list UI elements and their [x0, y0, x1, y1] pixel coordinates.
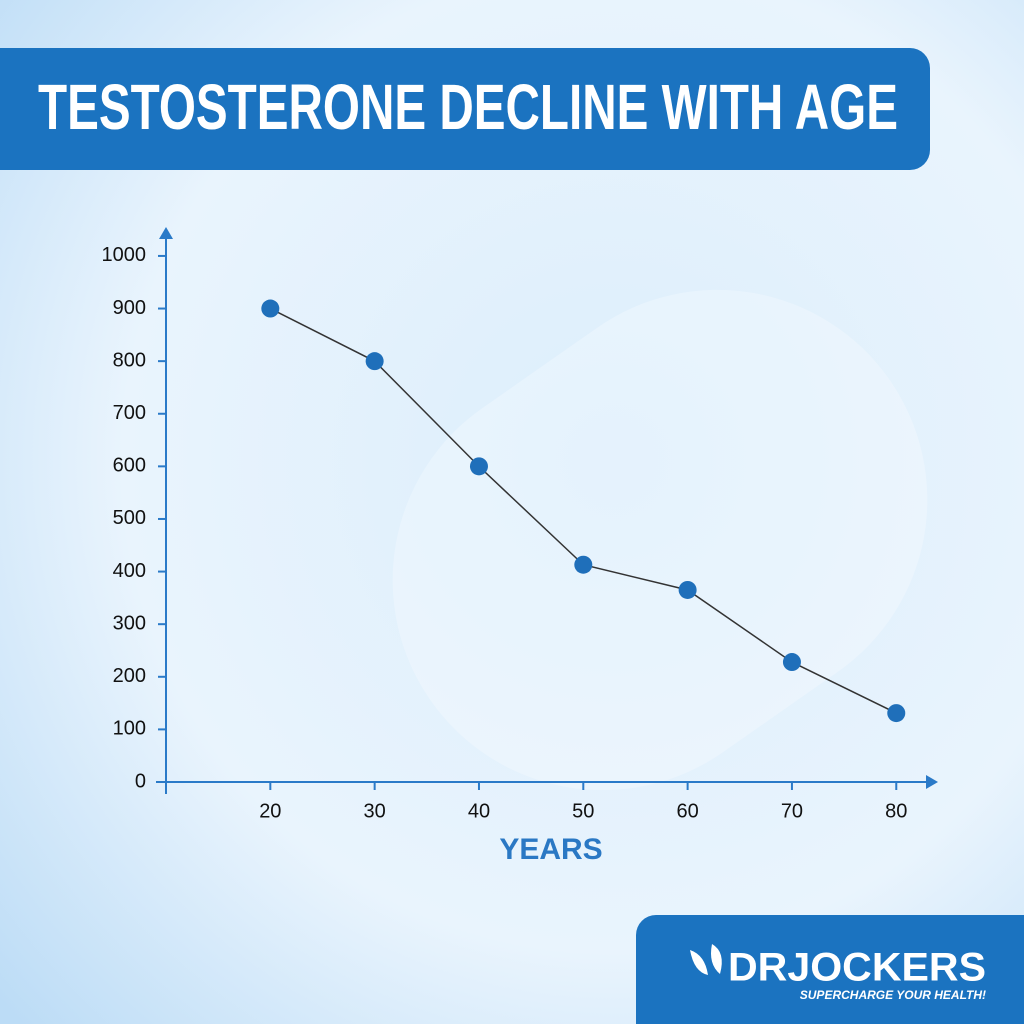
data-point: [678, 580, 697, 599]
title-banner: [0, 48, 930, 170]
plot: 0 100 200 300 400 500 600 700 800 900 1000 20 30 40 50…: [102, 227, 938, 822]
y-tick-label: 800: [113, 349, 146, 371]
y-tick-label: 600: [113, 455, 146, 477]
y-tick-label: 400: [113, 560, 146, 582]
x-axis-label: YEARS: [499, 833, 602, 866]
x-tick-label: 80: [885, 800, 907, 822]
y-tick-label: 100: [113, 718, 146, 740]
x-tick-label: 20: [259, 800, 281, 822]
x-tick-label: 30: [364, 800, 386, 822]
logo-box: [636, 915, 1024, 1024]
brand-name: DRJOCKERS: [728, 946, 986, 990]
data-point: [469, 457, 488, 476]
brand-tagline: SUPERCHARGE YOUR HEALTH!: [800, 988, 986, 1002]
x-tick-label: 50: [572, 800, 594, 822]
x-tick-label: 40: [468, 800, 490, 822]
y-axis-arrow: [159, 227, 173, 239]
x-tick-label: 60: [676, 800, 698, 822]
logo-icon: [690, 944, 722, 975]
y-tick-label: 700: [113, 402, 146, 424]
y-tick-label: 500: [113, 507, 146, 529]
y-tick-label: 0: [135, 770, 146, 792]
data-point: [261, 299, 280, 318]
data-point: [782, 653, 801, 672]
x-axis-arrow: [926, 775, 938, 789]
y-tick-label: 200: [113, 665, 146, 687]
chart-title: TESTOSTERONE DECLINE WITH AGE: [38, 71, 898, 143]
y-tick-label: 1000: [102, 244, 147, 266]
data-point: [887, 704, 906, 723]
y-tick-label: 900: [113, 297, 146, 319]
y-tick-label: 300: [113, 612, 146, 634]
data-point: [574, 555, 593, 574]
data-point: [365, 352, 384, 371]
x-tick-label: 70: [781, 800, 803, 822]
